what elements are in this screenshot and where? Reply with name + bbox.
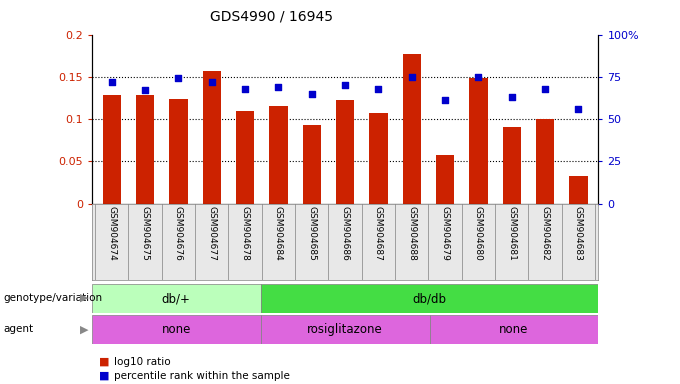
Bar [92, 284, 260, 313]
Bar [103, 95, 121, 204]
Point [306, 91, 317, 97]
Point [473, 74, 484, 80]
Text: agent: agent [3, 324, 33, 334]
Text: GSM904677: GSM904677 [207, 206, 216, 261]
Text: GSM904682: GSM904682 [541, 206, 549, 261]
Text: ■: ■ [99, 371, 109, 381]
Point [106, 79, 117, 85]
Bar [436, 156, 454, 204]
Bar [569, 175, 588, 204]
Bar [203, 71, 221, 204]
Text: db/+: db/+ [162, 292, 190, 305]
Point [573, 106, 584, 112]
Text: ▶: ▶ [80, 324, 88, 334]
Text: ▶: ▶ [80, 293, 88, 303]
Bar [469, 78, 488, 204]
Text: GSM904676: GSM904676 [174, 206, 183, 261]
Text: none: none [162, 323, 191, 336]
Text: GDS4990 / 16945: GDS4990 / 16945 [211, 10, 333, 23]
Point [139, 87, 150, 93]
Text: GSM904680: GSM904680 [474, 206, 483, 261]
Bar [169, 99, 188, 204]
Bar [403, 54, 421, 204]
Bar [136, 95, 154, 204]
Point [339, 82, 351, 88]
Bar [260, 284, 598, 313]
Point [507, 94, 517, 100]
Bar [303, 125, 321, 204]
Point [273, 84, 284, 90]
Point [173, 75, 184, 81]
Text: rosiglitazone: rosiglitazone [307, 323, 383, 336]
Text: db/db: db/db [413, 292, 447, 305]
Bar [236, 111, 254, 204]
Bar [430, 315, 598, 344]
Text: percentile rank within the sample: percentile rank within the sample [114, 371, 290, 381]
Text: GSM904686: GSM904686 [341, 206, 350, 261]
Text: GSM904679: GSM904679 [441, 206, 449, 261]
Point [206, 79, 217, 85]
Text: GSM904678: GSM904678 [241, 206, 250, 261]
Text: GSM904685: GSM904685 [307, 206, 316, 261]
Text: ■: ■ [99, 357, 109, 367]
Point [373, 86, 384, 92]
Bar [369, 113, 388, 204]
Point [239, 86, 250, 92]
Text: GSM904687: GSM904687 [374, 206, 383, 261]
Point [540, 86, 551, 92]
Bar [336, 99, 354, 204]
Bar [92, 315, 260, 344]
Text: GSM904681: GSM904681 [507, 206, 516, 261]
Point [440, 98, 451, 104]
Text: log10 ratio: log10 ratio [114, 357, 170, 367]
Bar [260, 315, 430, 344]
Text: genotype/variation: genotype/variation [3, 293, 103, 303]
Point [407, 74, 418, 80]
Text: none: none [499, 323, 528, 336]
Text: GSM904675: GSM904675 [141, 206, 150, 261]
Text: GSM904674: GSM904674 [107, 206, 116, 261]
Text: GSM904684: GSM904684 [274, 206, 283, 261]
Text: GSM904688: GSM904688 [407, 206, 416, 261]
Bar [269, 106, 288, 204]
Text: GSM904683: GSM904683 [574, 206, 583, 261]
Bar [503, 127, 521, 204]
Bar [536, 119, 554, 204]
